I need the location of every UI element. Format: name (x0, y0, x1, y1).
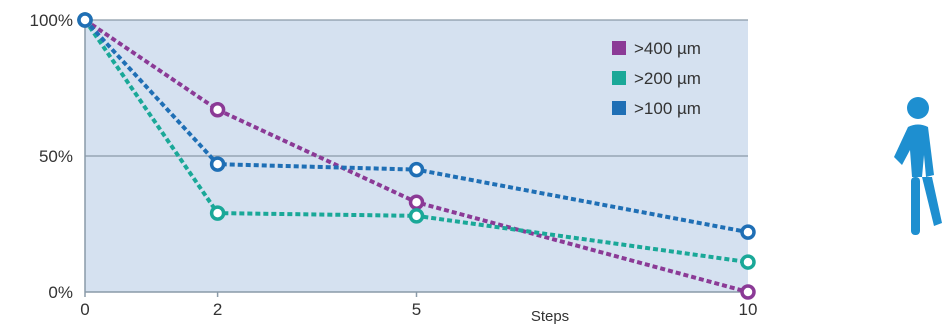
legend-entry: >400 µm (634, 39, 701, 58)
data-point (209, 102, 226, 118)
data-point (408, 208, 425, 224)
gridlines (85, 19, 748, 157)
data-point (408, 194, 425, 210)
data-point (77, 12, 93, 28)
data-point (740, 284, 756, 300)
y-tick-label: 0% (48, 283, 73, 302)
series-3 (77, 12, 756, 240)
data-point (209, 156, 226, 172)
legend: >400 µm >200 µm >100 µm (612, 39, 701, 118)
series-lines (77, 12, 756, 300)
series-line (83, 18, 749, 294)
data-point (740, 254, 756, 270)
x-tick-label: 2 (213, 300, 222, 319)
legend-swatch (612, 71, 626, 85)
x-tick-label: 5 (412, 300, 421, 319)
x-axis-label: Steps (531, 308, 569, 325)
walking-person-icon (894, 97, 942, 235)
y-tick-label: 100% (30, 11, 73, 30)
tick-labels: 0% 50% 100% 0 2 5 10 (30, 11, 758, 319)
data-point (740, 224, 756, 240)
y-tick-label: 50% (39, 147, 73, 166)
series-line (83, 18, 749, 265)
x-tick-label: 10 (739, 300, 758, 319)
data-point (408, 161, 425, 178)
legend-swatch (612, 41, 626, 55)
legend-swatch (612, 101, 626, 115)
x-tick-label: 0 (80, 300, 89, 319)
data-point (209, 205, 226, 221)
legend-entry: >200 µm (634, 69, 701, 88)
legend-entry: >100 µm (634, 99, 701, 118)
series-line (83, 18, 749, 235)
